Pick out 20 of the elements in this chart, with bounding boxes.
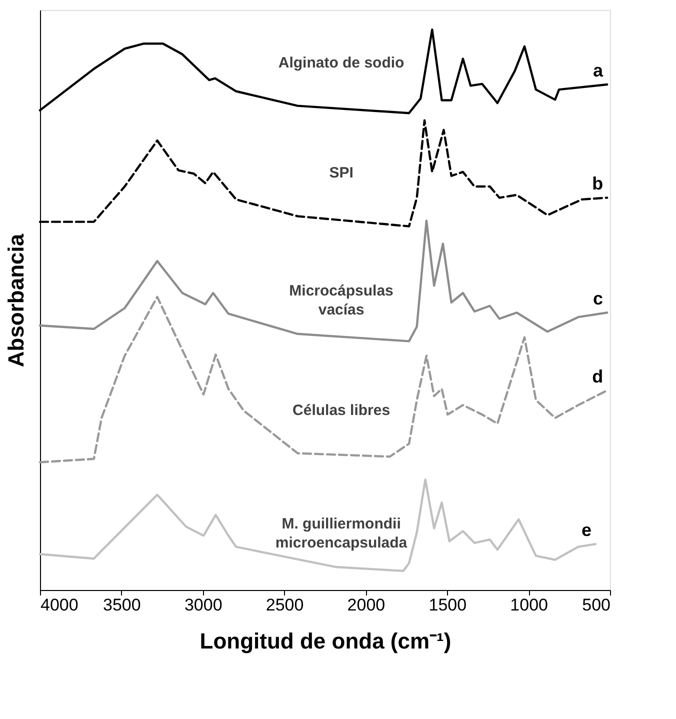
series-label: M. guilliermondii microencapsulada xyxy=(275,516,408,552)
series-label: Células libres xyxy=(292,402,390,419)
text: SPI xyxy=(329,164,354,182)
x-tick-label: 3500 xyxy=(103,596,141,614)
y-axis-title: Absorbancia xyxy=(4,233,28,368)
x-tick-label: 500 xyxy=(582,596,610,614)
x-tick-label: 1500 xyxy=(428,596,467,614)
series-label: Microcápsulas vacías xyxy=(289,282,394,318)
annotation: b xyxy=(592,174,604,194)
x-tick-label: 2500 xyxy=(266,596,304,614)
annotation: d xyxy=(592,366,604,386)
x-tick-label: 3000 xyxy=(184,596,222,614)
x-tick-label: 4000 xyxy=(40,596,78,614)
annotation: c xyxy=(593,288,604,309)
x-tick-label: 1000 xyxy=(510,596,548,614)
series-label: Alginato de sodio xyxy=(278,54,404,72)
annotation: a xyxy=(593,60,604,81)
annotation: e xyxy=(581,520,592,540)
x-tick-label: 2000 xyxy=(347,596,386,614)
x-axis-title: Longitud de onda (cm⁻¹) xyxy=(200,628,452,654)
